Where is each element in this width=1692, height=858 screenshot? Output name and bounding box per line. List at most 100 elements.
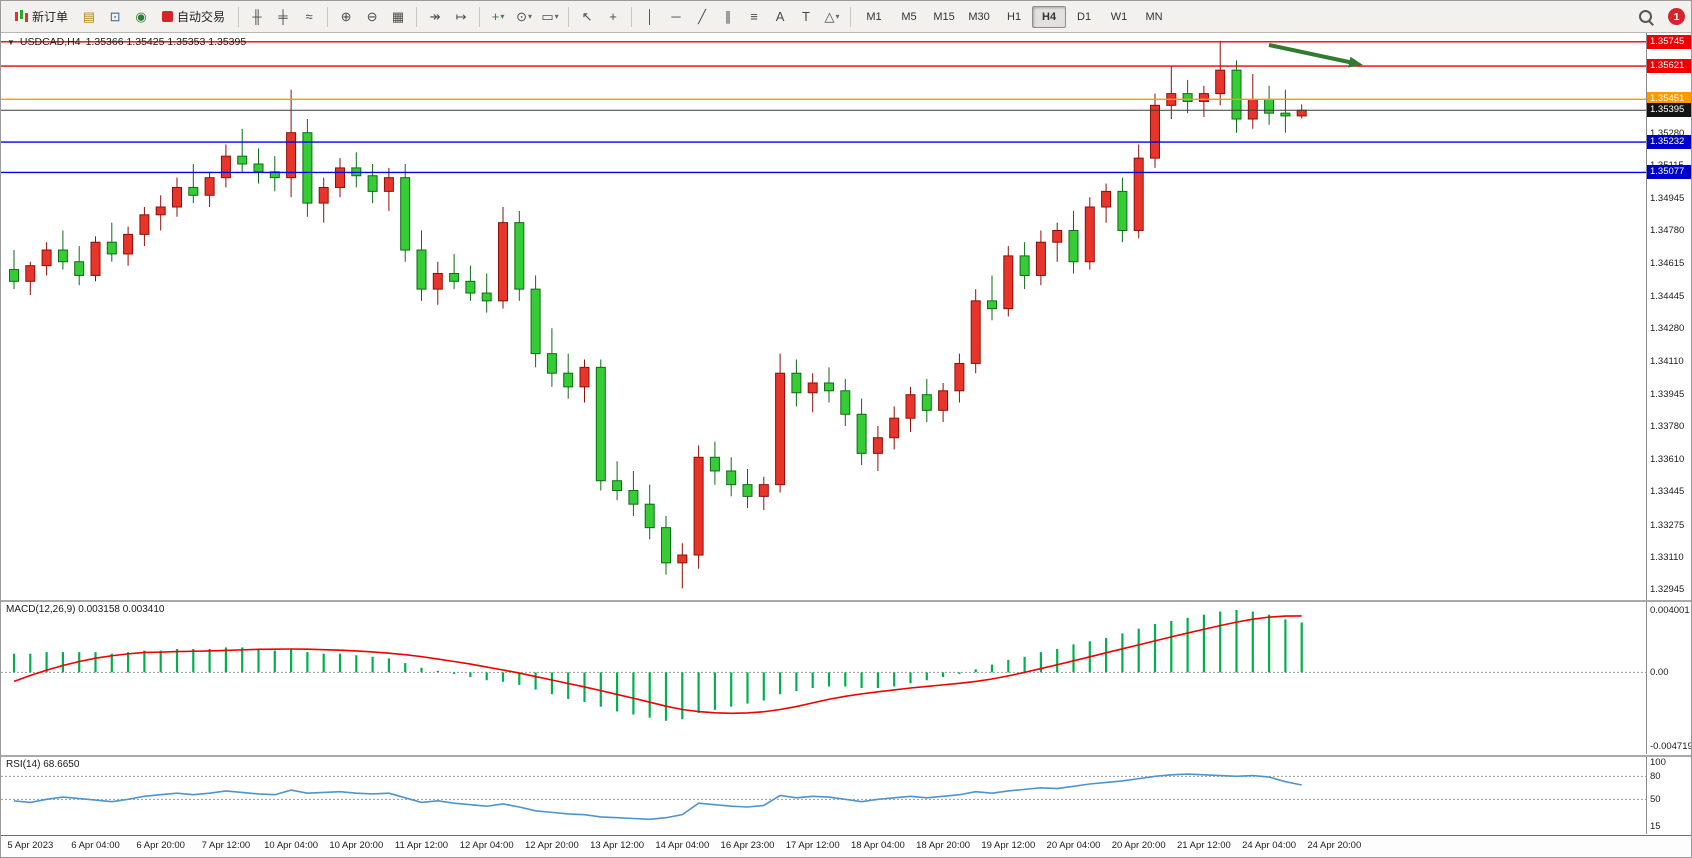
tab-timeframe-H4[interactable]: H4	[1032, 5, 1067, 28]
horizontal-line-icon[interactable]: ─	[671, 9, 681, 24]
auto-trading-icon	[162, 11, 174, 22]
axis-price-label: 1.34280	[1650, 323, 1685, 335]
fibonacci-icon[interactable]: ≡	[750, 9, 758, 24]
chart-symbol-timeframe: USDCAD,H4	[19, 36, 81, 48]
text-icon[interactable]: A	[775, 9, 785, 24]
crosshair-icon[interactable]: +	[609, 9, 617, 24]
market-watch-icon[interactable]: ▤	[82, 9, 96, 24]
tab-timeframe-MN[interactable]: MN	[1145, 10, 1163, 23]
trend-arrow-annotation	[1268, 43, 1358, 66]
new-order-button[interactable]: 新订单	[7, 5, 75, 29]
tab-timeframe-M15[interactable]: M15	[933, 10, 955, 23]
axis-price-label: 1.34445	[1650, 290, 1685, 302]
toolbar-separator	[631, 6, 633, 27]
time-axis-label: 11 Apr 12:00	[394, 840, 449, 851]
macd-axis-label: 0.00	[1650, 667, 1669, 679]
trendline-icon[interactable]: ╱	[698, 9, 706, 24]
price-badge: 1.35395	[1647, 103, 1691, 118]
chevron-down-icon: ▾	[835, 12, 840, 21]
macd-axis: 0.004001 0.00 -0.004719	[1646, 602, 1691, 754]
time-axis-label: 14 Apr 04:00	[655, 840, 710, 851]
rsi-chart-canvas[interactable]	[1, 757, 1648, 834]
candlestick-chart-canvas[interactable]	[1, 33, 1648, 600]
add-indicator-button[interactable]: + ▾	[491, 9, 505, 24]
new-order-chart-icon	[14, 10, 28, 23]
rsi-label: RSI(14) 68.6650	[6, 759, 80, 770]
time-axis-label: 20 Apr 04:00	[1046, 840, 1101, 851]
macd-chart-canvas[interactable]	[1, 602, 1648, 754]
new-order-label: 新订单	[32, 10, 69, 24]
channel-icon[interactable]: ∥	[724, 9, 732, 24]
tab-timeframe-H1[interactable]: H1	[1007, 10, 1022, 23]
toolbar-separator	[416, 6, 418, 27]
line-chart-icon[interactable]: ≈	[305, 9, 313, 24]
periods-button[interactable]: ⊙ ▾	[516, 9, 532, 24]
candlestick-icon[interactable]: ╪	[278, 9, 288, 24]
arrowhead-icon	[1348, 56, 1363, 68]
main-chart-panel[interactable]: ▼ USDCAD,H4 1.35366 1.35425 1.35353 1.35…	[1, 33, 1648, 600]
tab-timeframe-M1[interactable]: M1	[866, 10, 882, 23]
toolbar-separator	[479, 6, 481, 27]
price-badge: 1.35451	[1647, 92, 1691, 107]
time-axis-label: 10 Apr 20:00	[329, 840, 384, 851]
alerts-icon[interactable]: ◉	[135, 9, 147, 24]
time-axis-label: 18 Apr 04:00	[850, 840, 905, 851]
time-axis-label: 24 Apr 04:00	[1242, 840, 1297, 851]
notification-badge[interactable]: 1	[1668, 8, 1685, 25]
axis-price-label: 1.32945	[1650, 584, 1685, 596]
toolbar: 新订单 ▤ ⊡ ◉ 自动交易 ╫ ╪ ≈ ⊕ ⊖ ▦ ↠ ↦ + ▾ ⊙ ▾ ▭ ▾ ↖ + │ ─ ╱ ∥ ≡ A T △ ▾ M…	[1, 1, 1691, 33]
search-button[interactable]	[1634, 5, 1658, 29]
print-icon[interactable]: ⊡	[109, 9, 121, 24]
time-axis-label: 10 Apr 04:00	[264, 840, 319, 851]
zoom-in-icon[interactable]: ⊕	[340, 9, 352, 24]
tab-timeframe-D1[interactable]: D1	[1077, 10, 1092, 23]
rsi-axis: 100 80 50 15	[1646, 757, 1691, 834]
axis-price-label: 1.35280	[1650, 127, 1685, 139]
tab-timeframe-M5[interactable]: M5	[901, 10, 917, 23]
templates-button[interactable]: ▭ ▾	[541, 9, 559, 24]
panel-splitter[interactable]	[1, 755, 1691, 757]
macd-panel[interactable]: MACD(12,26,9) 0.003158 0.003410	[1, 602, 1648, 754]
axis-price-label: 1.33445	[1650, 486, 1685, 498]
toolbar-separator	[850, 6, 852, 27]
time-axis-label: 5 Apr 2023	[7, 840, 54, 851]
chart-ohlc-values: 1.35366 1.35425 1.35353 1.35395	[85, 36, 247, 48]
price-badge: 1.35745	[1647, 34, 1691, 49]
auto-trading-button[interactable]: 自动交易	[155, 5, 232, 29]
tab-timeframe-M30[interactable]: M30	[968, 10, 990, 23]
time-axis[interactable]: 5 Apr 2023 6 Apr 04:00 6 Apr 20:00 7 Apr 12…	[1, 836, 1691, 857]
time-axis-label: 19 Apr 12:00	[981, 840, 1036, 851]
price-badge: 1.35077	[1647, 165, 1691, 180]
chart-shift-icon[interactable]: ↦	[455, 9, 467, 24]
chevron-down-icon: ▾	[527, 12, 532, 21]
time-axis-label: 6 Apr 04:00	[71, 840, 120, 851]
rsi-axis-label: 100	[1650, 757, 1666, 768]
horizontal-lines-group	[1, 41, 1648, 174]
auto-scroll-icon[interactable]: ↠	[429, 9, 441, 24]
time-axis-border	[1, 835, 1691, 836]
rsi-panel[interactable]: RSI(14) 68.6650	[1, 757, 1648, 834]
time-axis-label: 18 Apr 20:00	[916, 840, 971, 851]
time-axis-label: 12 Apr 20:00	[524, 840, 579, 851]
toolbar-separator	[238, 6, 240, 27]
panel-splitter[interactable]	[1, 600, 1691, 602]
time-axis-label: 17 Apr 12:00	[785, 840, 840, 851]
tab-timeframe-W1[interactable]: W1	[1110, 10, 1128, 23]
label-icon[interactable]: T	[802, 9, 810, 24]
bar-chart-icon[interactable]: ╫	[252, 9, 262, 24]
chart-menu-arrow-icon[interactable]: ▼	[7, 37, 15, 47]
zoom-out-icon[interactable]: ⊖	[366, 9, 378, 24]
price-axis[interactable]: 1.352801.351151.349451.347801.346151.344…	[1646, 33, 1691, 600]
time-axis-label: 24 Apr 20:00	[1307, 840, 1362, 851]
cursor-icon[interactable]: ↖	[581, 9, 593, 24]
vertical-line-icon[interactable]: │	[645, 9, 655, 24]
shapes-icon[interactable]: △ ▾	[824, 9, 840, 24]
toolbar-separator	[568, 6, 570, 27]
axis-price-label: 1.34780	[1650, 225, 1685, 237]
tile-windows-icon[interactable]: ▦	[391, 9, 405, 24]
axis-price-label: 1.33110	[1650, 551, 1684, 563]
macd-axis-label: 0.004001	[1650, 605, 1690, 616]
macd-histogram-group	[12, 610, 1303, 721]
axis-price-label: 1.33610	[1650, 454, 1685, 466]
